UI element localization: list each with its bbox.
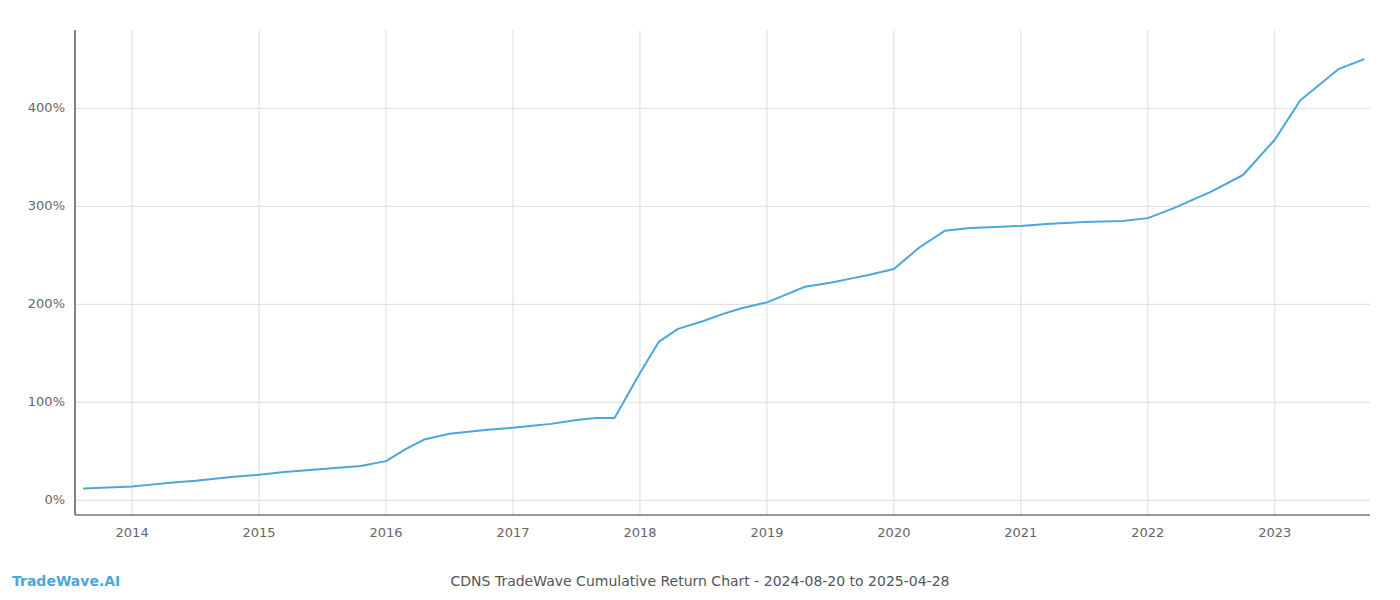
chart: 0% 100% 200% 300% 400% 2014 2015 2016 2017 2018 20… [0, 0, 1400, 600]
x-grid-line [1274, 30, 1275, 515]
plot-area [84, 59, 1364, 488]
watermark: TradeWave.AI [12, 573, 120, 589]
x-grid-line [513, 30, 514, 515]
x-grid-line [386, 30, 387, 515]
y-tick-label: 0% [44, 492, 65, 507]
x-tick-label: 2017 [496, 525, 529, 540]
grid [75, 30, 1370, 515]
x-tick-label: 2014 [116, 525, 149, 540]
x-grid-line [1020, 30, 1021, 515]
axes: 0% 100% 200% 300% 400% 2014 2015 2016 2017 2018 20… [28, 30, 1370, 540]
x-tick-label: 2022 [1131, 525, 1164, 540]
x-tick-label: 2015 [243, 525, 276, 540]
x-axis-line [75, 514, 1370, 515]
x-tick-label: 2020 [877, 525, 910, 540]
y-tick-label: 400% [28, 100, 65, 115]
x-grid-line [1147, 30, 1148, 515]
y-grid-line [75, 500, 1370, 501]
x-grid-line [132, 30, 133, 515]
x-tick-label: 2018 [623, 525, 656, 540]
y-axis-line [74, 30, 75, 515]
x-tick-label: 2019 [750, 525, 783, 540]
x-tick-label: 2016 [370, 525, 403, 540]
x-grid-line [766, 30, 767, 515]
title: CDNS TradeWave Cumulative Return Chart -… [451, 573, 950, 589]
x-tick-label: 2023 [1258, 525, 1291, 540]
y-grid-line [75, 304, 1370, 305]
x-grid-line [639, 30, 640, 515]
x-grid-line [259, 30, 260, 515]
y-grid-line [75, 108, 1370, 109]
x-grid-line [893, 30, 894, 515]
y-tick-label: 300% [28, 198, 65, 213]
x-tick-label: 2021 [1004, 525, 1037, 540]
y-tick-label: 100% [28, 394, 65, 409]
y-tick-label: 200% [28, 296, 65, 311]
y-grid-line [75, 402, 1370, 403]
line [84, 59, 1364, 488]
